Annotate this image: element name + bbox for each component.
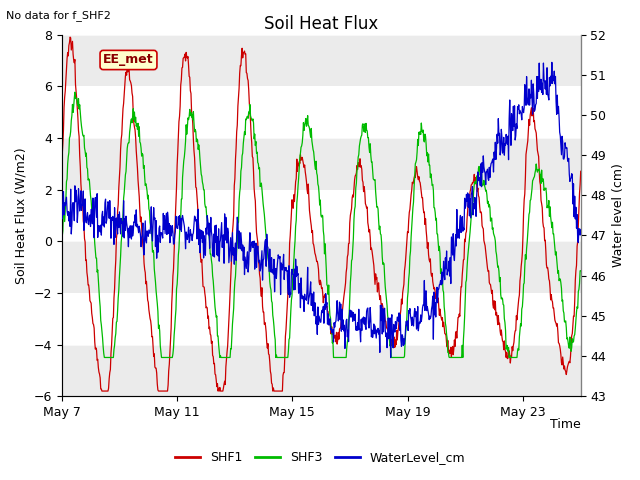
Text: No data for f_SHF2: No data for f_SHF2	[6, 10, 111, 21]
Title: Soil Heat Flux: Soil Heat Flux	[264, 15, 378, 33]
Bar	[61, 241, 580, 293]
Y-axis label: Water level (cm): Water level (cm)	[612, 164, 625, 267]
Bar	[61, 345, 580, 396]
Y-axis label: Soil Heat Flux (W/m2): Soil Heat Flux (W/m2)	[15, 147, 28, 284]
Bar	[61, 35, 580, 86]
Legend: SHF1, SHF3, WaterLevel_cm: SHF1, SHF3, WaterLevel_cm	[170, 446, 470, 469]
Bar	[61, 138, 580, 190]
X-axis label: Time: Time	[550, 418, 580, 431]
Text: EE_met: EE_met	[103, 53, 154, 67]
